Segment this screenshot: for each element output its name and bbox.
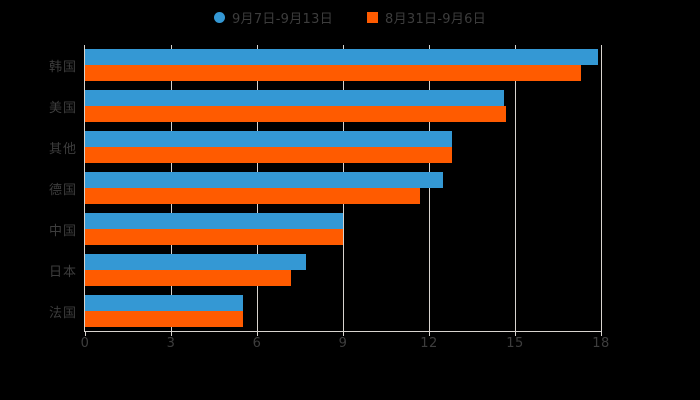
bar-1[interactable] xyxy=(85,65,581,82)
bar-1[interactable] xyxy=(85,310,243,327)
bar-1[interactable] xyxy=(85,228,343,245)
bar-0[interactable] xyxy=(85,49,599,66)
y-axis-labels: 韩国美国其他德国中国日本法国 xyxy=(0,45,77,331)
bar-0[interactable] xyxy=(85,172,444,188)
x-axis-line xyxy=(84,331,601,332)
x-axis-tick-label: 0 xyxy=(80,336,90,351)
bar-group xyxy=(85,212,601,245)
legend-marker-circle-icon xyxy=(213,12,225,23)
y-axis-label: 日本 xyxy=(48,264,77,280)
x-axis-tick-label: 9 xyxy=(338,336,348,351)
bar-0[interactable] xyxy=(85,131,452,148)
bar-group xyxy=(85,253,601,286)
grid-line xyxy=(601,45,602,331)
legend-label-series-0: 9月7日-9月13日 xyxy=(231,12,333,27)
bar-group xyxy=(85,172,601,204)
x-axis-tick-label: 6 xyxy=(252,336,262,351)
x-axis-tick-label: 12 xyxy=(420,336,438,351)
bar-group xyxy=(85,49,601,82)
legend-label-series-1: 8月31日-9月6日 xyxy=(385,12,487,27)
x-axis-tick-label: 3 xyxy=(166,336,176,351)
legend-item-series-0[interactable]: 9月7日-9月13日 xyxy=(213,8,333,27)
x-axis-tick-label: 15 xyxy=(506,336,524,351)
y-axis-label: 美国 xyxy=(48,101,77,117)
x-axis-tick-label: 18 xyxy=(592,336,610,351)
bar-0[interactable] xyxy=(85,294,243,311)
y-axis-label: 法国 xyxy=(48,305,77,321)
x-axis-tick-labels: 0 3 6 9 12 15 18 xyxy=(0,336,700,358)
bar-0[interactable] xyxy=(85,212,343,229)
y-axis-label: 其他 xyxy=(48,142,77,158)
bar-group xyxy=(85,90,601,123)
bar-1[interactable] xyxy=(85,106,507,123)
plot-area xyxy=(84,45,602,336)
chart-legend: 9月7日-9月13日 8月31日-9月6日 xyxy=(0,8,700,27)
y-axis-label: 德国 xyxy=(48,183,77,198)
bar-group xyxy=(85,294,601,327)
bar-group xyxy=(85,131,601,164)
y-axis-label: 中国 xyxy=(48,223,77,239)
x-axis-tick xyxy=(429,331,430,336)
bar-0[interactable] xyxy=(85,90,504,107)
x-axis-tick xyxy=(257,331,258,336)
legend-marker-square-icon xyxy=(367,12,378,23)
y-axis-label: 韩国 xyxy=(48,60,77,76)
grid-line xyxy=(515,45,516,331)
bar-1[interactable] xyxy=(85,269,292,286)
grid-line xyxy=(429,45,430,331)
bar-1[interactable] xyxy=(85,147,452,164)
y-axis-line xyxy=(84,45,85,331)
x-axis-tick xyxy=(343,331,344,336)
legend-item-series-1[interactable]: 8月31日-9月6日 xyxy=(367,8,486,27)
bar-0[interactable] xyxy=(85,253,306,270)
x-axis-tick xyxy=(85,331,86,336)
x-axis-tick xyxy=(171,331,172,336)
x-axis-tick xyxy=(515,331,516,336)
bar-1[interactable] xyxy=(85,188,421,204)
x-axis-tick xyxy=(601,331,602,336)
